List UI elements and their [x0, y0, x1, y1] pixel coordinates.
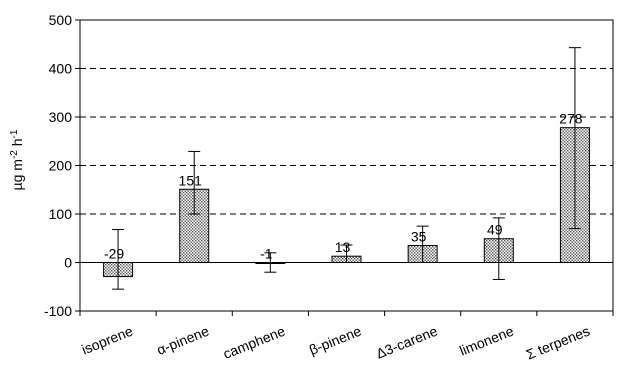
- y-tick-label-200: 200: [49, 158, 73, 174]
- y-axis-title-exp1: -2: [9, 150, 20, 159]
- y-tick-label-400: 400: [49, 61, 73, 77]
- category-label-5: limonene: [457, 323, 516, 359]
- category-label-6: Σ terpenes: [524, 323, 592, 363]
- labels: -29 isoprene 151 α-pinene -1 camphene 13 β-pine…: [44, 12, 592, 363]
- y-axis-title: µg m-2 h-1: [9, 129, 25, 190]
- y-tick-label-500: 500: [49, 12, 73, 28]
- y-axis-title-base: µg m: [9, 159, 25, 190]
- value-label-1: 151: [179, 172, 203, 188]
- axes: [75, 19, 614, 316]
- category-label-1: α-pinene: [154, 323, 211, 358]
- y-tick-label--100: -100: [44, 303, 72, 319]
- value-label-4: 35: [411, 229, 427, 245]
- y-axis-title-mid: h: [9, 138, 25, 150]
- y-tick-label-100: 100: [49, 206, 73, 222]
- y-axis-title-exp2: -1: [9, 129, 20, 138]
- value-label-2: -1: [260, 246, 273, 262]
- category-label-0: isoprene: [79, 323, 135, 358]
- value-label-5: 49: [487, 222, 503, 238]
- gridlines: [80, 68, 613, 215]
- value-label-3: 13: [335, 239, 351, 255]
- y-tick-label-0: 0: [64, 255, 72, 271]
- value-label-6: 278: [559, 111, 583, 127]
- y-tick-label-300: 300: [49, 109, 73, 125]
- category-label-4: Δ3-carene: [374, 323, 440, 362]
- category-label-3: β-pinene: [307, 323, 364, 358]
- value-label-0: -29: [104, 246, 124, 262]
- category-label-2: camphene: [221, 323, 288, 362]
